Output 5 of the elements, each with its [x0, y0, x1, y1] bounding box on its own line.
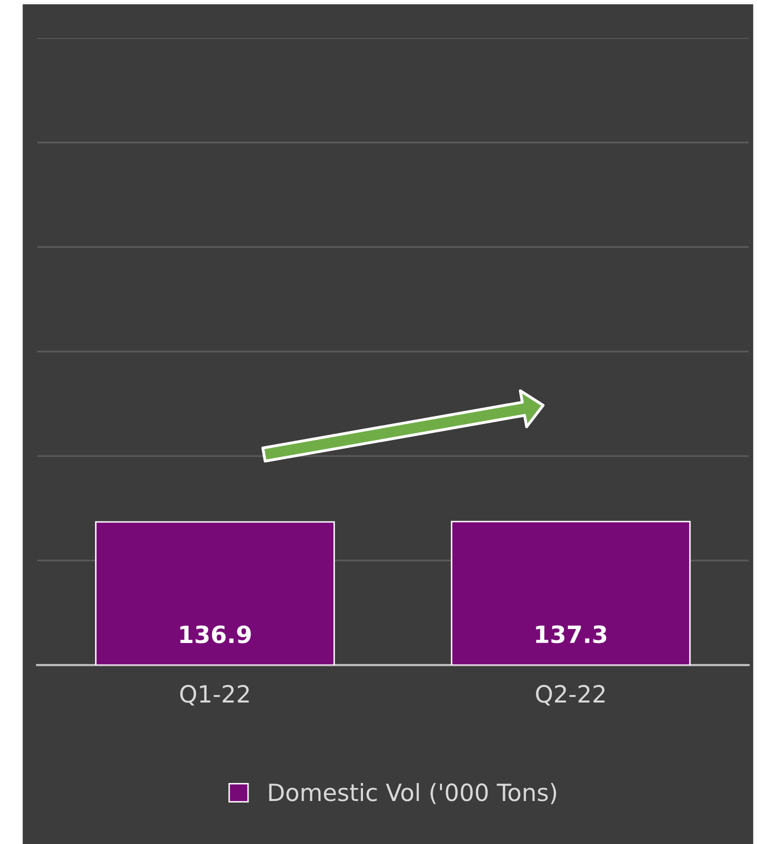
data-label: 136.9 [180, 625, 251, 644]
data-label: 137.3 [536, 625, 606, 644]
x-tick-label: Q2-22 [536, 684, 604, 706]
legend-label: Domestic Vol ('000 Tons) [269, 783, 556, 804]
x-tick-label: Q1-22 [180, 684, 249, 706]
